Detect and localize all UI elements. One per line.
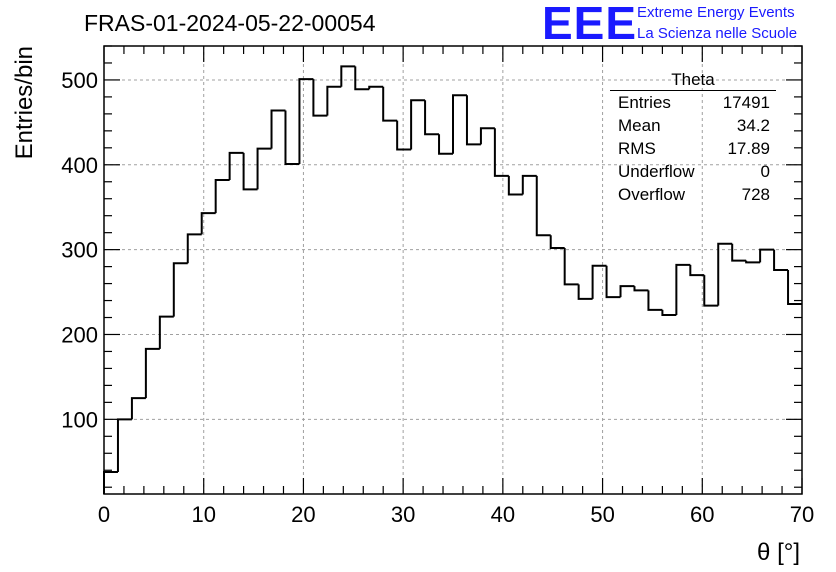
chart-title: FRAS-01-2024-05-22-00054: [84, 10, 376, 36]
histogram-bin: [703, 275, 719, 307]
histogram-bin: [130, 397, 146, 420]
axis-ticks: [103, 45, 803, 494]
histogram-bin: [312, 79, 328, 117]
stats-value: 0: [760, 162, 770, 181]
histogram-bin: [577, 284, 593, 300]
stats-label: Overflow: [618, 185, 686, 204]
histogram-bin: [438, 134, 453, 155]
histogram-bin: [340, 65, 356, 87]
y-tick-label: 100: [61, 407, 98, 432]
stats-row-rms: RMS 17.89: [610, 137, 776, 160]
histogram-bin: [144, 347, 160, 399]
histogram-bin: [214, 179, 230, 214]
histogram-bin: [103, 470, 118, 494]
stats-title: Theta: [610, 70, 776, 91]
eee-logo: EEE: [542, 0, 638, 49]
histogram-bin: [410, 99, 426, 150]
stats-label: Underflow: [618, 162, 695, 181]
y-tick-label: 400: [61, 153, 98, 178]
histogram-bin: [689, 264, 705, 277]
grid-lines: [104, 46, 802, 494]
x-tick-label: 0: [98, 502, 110, 527]
histogram-bin: [647, 290, 663, 311]
histogram-bin: [116, 418, 132, 472]
histogram-bin: [172, 262, 188, 317]
histogram-bin: [424, 100, 440, 136]
x-tick-label: 70: [790, 502, 814, 527]
stats-value: 17.89: [727, 139, 770, 158]
stats-label: Mean: [618, 116, 661, 135]
histogram-bin: [452, 94, 467, 154]
stats-label: Entries: [618, 93, 671, 112]
histogram-bin: [605, 265, 621, 299]
histogram-bin: [256, 147, 272, 190]
histogram-bin: [563, 247, 579, 286]
histogram-bin: [242, 152, 258, 191]
stats-row-underflow: Underflow 0: [610, 160, 776, 183]
histogram-bin: [787, 270, 802, 305]
histogram-bin: [493, 128, 509, 177]
histogram-bin: [633, 286, 649, 292]
histogram-bin: [465, 95, 481, 146]
logo-line-1: Extreme Energy Events: [637, 4, 795, 21]
histogram-bin: [759, 248, 775, 263]
histogram-bin: [717, 242, 733, 306]
stats-box: Theta Entries 17491 Mean 34.2 RMS 17.89 Underf…: [610, 70, 776, 206]
histogram-bin: [773, 249, 789, 271]
x-tick-label: 20: [291, 502, 315, 527]
y-tick-labels: 100 200 300 400 500: [61, 68, 98, 432]
stats-row-entries: Entries 17491: [610, 91, 776, 114]
stats-row-mean: Mean 34.2: [610, 114, 776, 137]
histogram-bin: [549, 235, 565, 249]
x-tick-label: 60: [690, 502, 714, 527]
x-tick-label: 40: [491, 502, 515, 527]
stats-value: 728: [741, 185, 770, 204]
histogram-bin: [731, 243, 747, 262]
histogram-bin: [200, 212, 216, 235]
stats-label: RMS: [618, 139, 656, 158]
histogram-bin: [675, 263, 691, 315]
plot-frame: [103, 45, 803, 495]
histogram-bin: [368, 85, 384, 90]
stats-row-overflow: Overflow 728: [610, 183, 776, 206]
stats-value: 17491: [722, 93, 770, 112]
histogram-bin: [382, 86, 398, 122]
stats-value: 34.2: [736, 116, 770, 135]
histogram-bin: [535, 175, 551, 237]
histogram-bin: [284, 110, 300, 165]
histogram-bin: [479, 127, 495, 145]
x-tick-label: 30: [391, 502, 415, 527]
x-tick-label: 10: [191, 502, 215, 527]
histogram-bin: [591, 264, 607, 299]
x-axis-label: θ [°]: [757, 539, 800, 566]
histogram-bin: [298, 78, 314, 164]
histogram-bin: [326, 85, 342, 116]
logo-line-2: La Scienza nelle Scuole: [637, 25, 798, 42]
histogram-bin: [521, 174, 537, 195]
histogram-bin: [354, 66, 370, 91]
y-tick-label: 200: [61, 322, 98, 347]
y-tick-label: 300: [61, 238, 98, 263]
x-tick-labels: 0 10 20 30 40 50 60 70: [98, 502, 814, 527]
stats-rows: Entries 17491 Mean 34.2 RMS 17.89 Underflow 0 Ov…: [610, 91, 776, 206]
y-axis-label: Entries/bin: [11, 46, 38, 159]
histogram-bin: [745, 260, 761, 264]
histogram-bin: [396, 120, 412, 151]
y-tick-label: 500: [61, 68, 98, 93]
histogram-bin: [270, 109, 286, 149]
histogram-bin: [619, 285, 635, 298]
histogram-series: [103, 65, 802, 494]
histogram-bin: [228, 151, 244, 181]
histogram-bin: [186, 233, 202, 264]
histogram-bin: [507, 175, 523, 196]
histogram-bin: [158, 315, 174, 349]
histogram-bin: [661, 309, 677, 316]
x-tick-label: 50: [590, 502, 614, 527]
